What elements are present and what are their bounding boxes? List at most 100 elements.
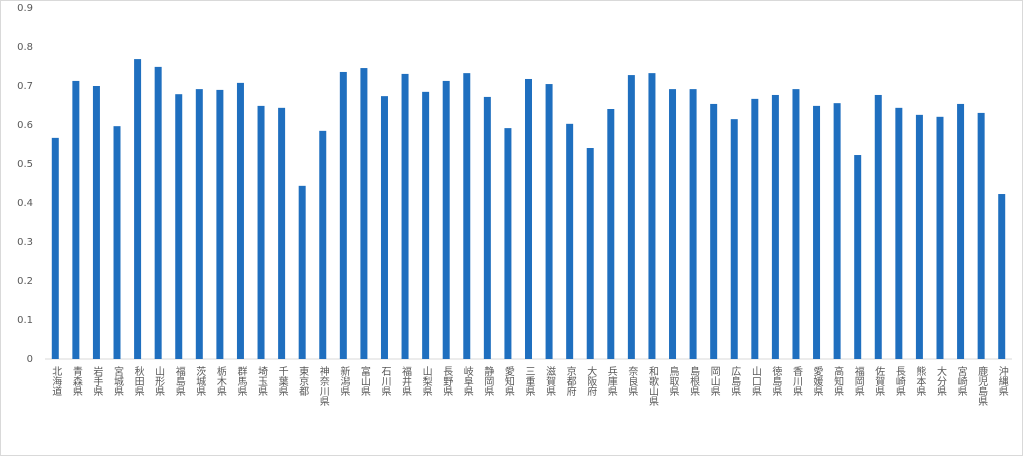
x-tick-label: 岩手県 [91,365,103,397]
bar [833,103,841,359]
y-tick-label: 0.1 [17,315,33,326]
x-tick-label: 和歌山県 [646,366,658,407]
x-tick-label: 愛媛県 [811,365,823,397]
bar [730,119,738,360]
bar [257,105,265,359]
bar [72,80,80,360]
bar [113,126,121,359]
x-tick-label: 栃木県 [214,365,226,397]
x-tick-label: 長野県 [441,366,453,397]
bar [319,130,327,359]
x-tick-label: 埼玉県 [256,365,268,397]
bar [936,116,944,359]
bar [710,103,718,359]
x-tick-label: 滋賀県 [544,365,556,397]
x-tick-label: 宮城県 [112,365,124,397]
y-tick-label: 0.3 [17,237,33,248]
x-tick-label: 石川県 [379,366,391,397]
x-tick-label: 奈良県 [626,365,638,397]
x-tick-label: 青森県 [70,365,82,397]
x-tick-label: 三重県 [523,366,535,397]
bar [771,94,779,359]
x-tick-label: 北海道 [50,366,62,396]
bar [298,185,306,359]
bar [339,71,347,360]
y-tick-label: 0.4 [17,198,33,209]
bar [627,75,635,359]
bar [792,89,800,360]
x-tick-label: 広島県 [729,365,741,397]
bar [134,59,142,360]
x-tick-label: 福島県 [173,365,185,397]
bar [586,148,594,359]
x-tick-label: 群馬県 [235,365,247,397]
bar [360,68,368,359]
x-tick-label: 沖縄県 [996,365,1008,397]
x-tick-label: 兵庫県 [605,365,617,397]
bar [483,96,491,360]
y-tick-label: 0.9 [17,3,33,14]
y-tick-label: 0.2 [17,276,33,287]
x-tick-label: 愛知県 [502,365,514,397]
bar [813,105,821,359]
y-tick-label: 0.6 [17,120,33,131]
bar [154,66,162,359]
bar [895,107,903,359]
bar [977,112,985,359]
bar [648,73,656,359]
bar [874,94,882,359]
bar [669,89,677,360]
x-tick-label: 岡山県 [708,366,720,397]
bar [442,80,450,360]
y-tick-label: 0 [27,354,33,365]
x-tick-label: 東京都 [297,365,309,397]
bar [504,128,512,359]
bar [195,89,203,360]
x-tick-label: 島根県 [688,365,700,397]
bar [236,82,244,359]
bar [401,73,409,359]
x-tick-label: 千葉県 [276,366,288,397]
bar [751,98,759,360]
x-tick-label: 福井県 [400,365,412,397]
x-tick-label: 福岡県 [852,365,864,397]
x-tick-label: 富山県 [358,365,370,397]
bar [854,155,862,359]
x-tick-label: 京都府 [564,365,576,397]
bar [278,107,286,359]
x-tick-label: 秋田県 [132,365,144,397]
bar [422,91,430,359]
bar [51,137,59,359]
x-tick-label: 山形県 [153,366,165,397]
bar [216,89,224,360]
bar [545,84,553,360]
bar [463,73,471,359]
x-tick-label: 長崎県 [893,366,905,397]
x-tick-label: 静岡県 [482,365,494,397]
x-tick-label: 岐阜県 [461,365,473,397]
x-tick-label: 高知県 [832,365,844,397]
y-tick-label: 0.5 [17,159,33,170]
x-tick-label: 大分県 [934,365,946,397]
bar [380,96,388,359]
x-tick-label: 神奈川県 [317,365,329,407]
bar [689,89,697,360]
x-tick-label: 鳥取県 [667,365,679,397]
bar [915,114,923,359]
bar [566,123,574,359]
bar [525,78,532,359]
x-tick-label: 新潟県 [338,365,350,397]
bar [92,86,100,359]
bar [998,194,1006,359]
x-tick-label: 鹿児島県 [976,365,988,407]
x-tick-label: 熊本県 [914,365,926,397]
y-tick-label: 0.8 [17,42,33,53]
x-tick-label: 宮崎県 [955,365,967,397]
x-tick-label: 山梨県 [420,366,432,397]
x-tick-label: 山口県 [749,366,761,397]
bar [607,109,615,359]
x-tick-label: 茨城県 [194,365,206,397]
x-tick-label: 香川県 [790,366,802,397]
